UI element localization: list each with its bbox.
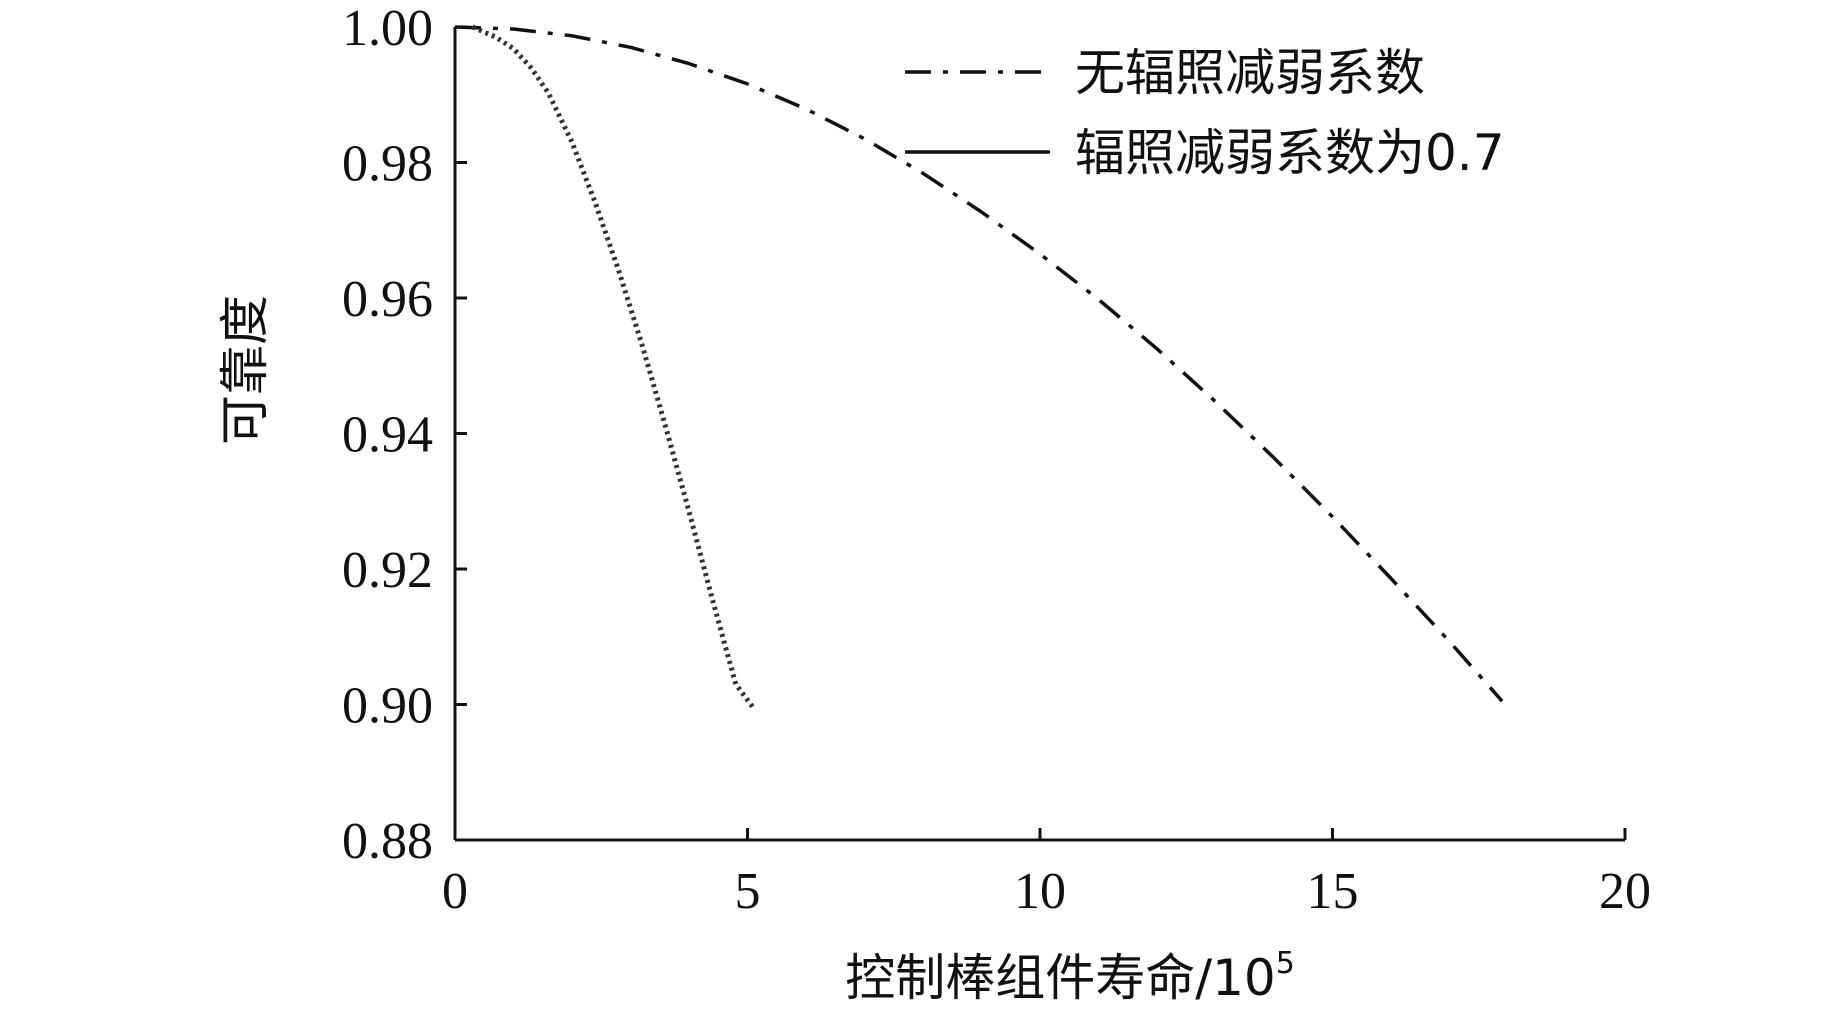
y-tick-label: 0.90 bbox=[342, 678, 433, 735]
x-axis-title-text: 控制棒组件寿命/10 bbox=[845, 949, 1275, 1007]
y-tick-label: 0.98 bbox=[342, 136, 433, 193]
x-tick-label: 15 bbox=[1307, 863, 1359, 920]
x-tick-label: 10 bbox=[1014, 863, 1066, 920]
x-tick-label: 5 bbox=[735, 863, 761, 920]
legend-label-1: 辐照减弱系数为0.7 bbox=[1075, 124, 1505, 182]
series-line-1 bbox=[473, 27, 754, 708]
x-axis-title: 控制棒组件寿命/105 bbox=[845, 946, 1295, 1007]
y-tick-label: 0.88 bbox=[342, 813, 433, 870]
y-tick-label: 0.96 bbox=[342, 271, 433, 328]
legend-label-0: 无辐照减弱系数 bbox=[1075, 44, 1425, 102]
y-axis-title: 可靠度 bbox=[216, 295, 274, 445]
x-tick-label: 0 bbox=[442, 863, 468, 920]
y-tick-label: 0.92 bbox=[342, 542, 433, 599]
y-tick-label: 1.00 bbox=[342, 0, 433, 57]
x-tick-label: 20 bbox=[1599, 863, 1651, 920]
y-tick-label: 0.94 bbox=[342, 407, 433, 464]
x-axis-title-exponent: 5 bbox=[1276, 946, 1295, 981]
